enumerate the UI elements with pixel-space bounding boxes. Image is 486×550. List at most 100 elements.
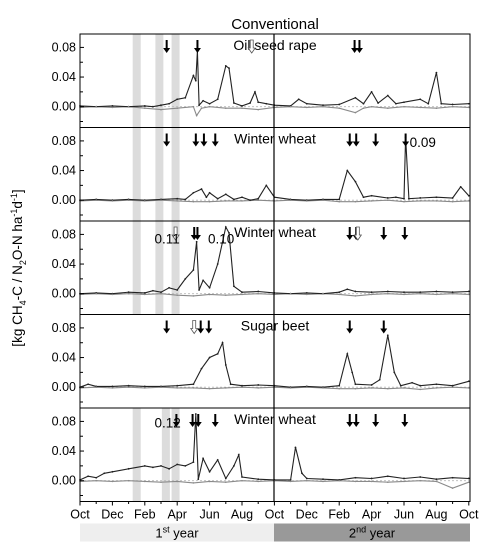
- n2o-point: [451, 384, 454, 387]
- n2o-point: [198, 104, 200, 107]
- ch4-point: [160, 481, 162, 483]
- n2o-point: [362, 102, 365, 105]
- n2o-point: [467, 290, 470, 293]
- n2o-point: [160, 291, 162, 294]
- n2o-point: [346, 169, 349, 172]
- n2o-point: [176, 197, 179, 200]
- y-tick-label: 0.00: [52, 287, 76, 301]
- ch4-point: [241, 293, 243, 296]
- x-tick-label: Oct: [70, 508, 90, 522]
- n2o-point: [168, 286, 171, 289]
- ch4-point: [435, 107, 438, 109]
- ch4-point: [241, 479, 243, 482]
- n2o-point: [386, 334, 389, 337]
- ch4-point: [95, 105, 97, 108]
- n2o-point: [297, 98, 300, 101]
- n2o-point: [197, 478, 200, 481]
- x-tick-label: Oct: [459, 508, 479, 522]
- ch4-point: [257, 199, 260, 201]
- n2o-point: [202, 99, 205, 102]
- n2o-point: [378, 378, 381, 381]
- n2o-series-line: [79, 413, 469, 481]
- management-arrow: [193, 235, 201, 240]
- shade-band: [132, 221, 141, 315]
- management-arrow: [372, 141, 380, 147]
- y-tick-label: 0.08: [52, 321, 76, 335]
- peak-value-annotation: 0.12: [155, 415, 181, 430]
- shade-band: [155, 34, 164, 128]
- y-label-part: -1: [9, 193, 19, 201]
- ch4-point: [419, 292, 422, 295]
- ch4-point: [451, 200, 454, 203]
- n2o-point: [440, 102, 443, 105]
- ch4-point: [127, 199, 130, 201]
- n2o-point: [346, 288, 349, 291]
- n2o-point: [435, 290, 438, 293]
- ch4-point: [95, 292, 97, 295]
- ch4-point: [225, 200, 227, 202]
- crop-label: Winter wheat: [234, 411, 316, 427]
- n2o-point: [305, 292, 308, 294]
- management-arrow: [346, 422, 354, 427]
- shade-band: [155, 127, 164, 221]
- shade-band: [132, 34, 141, 128]
- ch4-point: [354, 295, 357, 297]
- n2o-point: [411, 381, 413, 384]
- n2o-point: [241, 384, 243, 387]
- y-tick-label: 0.00: [52, 474, 76, 488]
- management-arrow: [193, 48, 201, 53]
- n2o-point: [338, 291, 341, 294]
- x-tick-label: Feb: [328, 508, 350, 522]
- n2o-point: [354, 476, 357, 479]
- ch4-point: [127, 479, 130, 482]
- n2o-point: [289, 479, 292, 481]
- n2o-point: [265, 102, 268, 105]
- ch4-point: [160, 292, 162, 295]
- ch4-point: [111, 200, 114, 202]
- n2o-point: [257, 478, 260, 481]
- n2o-point: [143, 105, 146, 107]
- ch4-point: [144, 480, 146, 483]
- n2o-point: [228, 67, 230, 70]
- ch4-point: [208, 293, 211, 296]
- ch4-point: [403, 200, 405, 203]
- panel-frame: [79, 407, 471, 502]
- n2o-point: [370, 291, 373, 294]
- n2o-point: [241, 196, 243, 199]
- y-tick-label: 0.00: [52, 100, 76, 114]
- n2o-point: [419, 476, 422, 478]
- n2o-point: [354, 290, 357, 293]
- n2o-point: [301, 472, 303, 475]
- management-arrow: [402, 141, 410, 147]
- management-arrow: [355, 48, 363, 53]
- n2o-point: [224, 226, 227, 228]
- year-label: 2nd year: [349, 525, 396, 541]
- n2o-point: [305, 477, 308, 480]
- n2o-point: [386, 290, 389, 293]
- management-arrow: [189, 422, 197, 427]
- ch4-point: [419, 106, 422, 109]
- ch4-point: [451, 292, 454, 295]
- n2o-point: [233, 464, 235, 467]
- n2o-point: [152, 466, 154, 469]
- n2o-point: [435, 196, 438, 199]
- n2o-point: [176, 98, 179, 101]
- n2o-point: [233, 285, 235, 288]
- n2o-point: [427, 102, 430, 105]
- ch4-point: [241, 386, 243, 388]
- n2o-point: [208, 286, 211, 289]
- n2o-point: [354, 383, 357, 386]
- ch4-point: [322, 105, 324, 108]
- fertilizer-arrow: [247, 39, 256, 54]
- ch4-point: [387, 481, 389, 483]
- management-arrow: [211, 422, 219, 427]
- n2o-point: [386, 475, 389, 478]
- panel: 0.00 0.04 0.08 Winter wheat 0.11 0.10: [52, 220, 471, 315]
- ch4-point: [225, 294, 227, 296]
- n2o-point: [168, 102, 171, 105]
- n2o-point: [111, 105, 114, 107]
- ch4-point: [306, 386, 308, 388]
- n2o-point: [176, 463, 179, 466]
- n2o-point: [241, 291, 243, 294]
- n2o-point: [168, 467, 171, 470]
